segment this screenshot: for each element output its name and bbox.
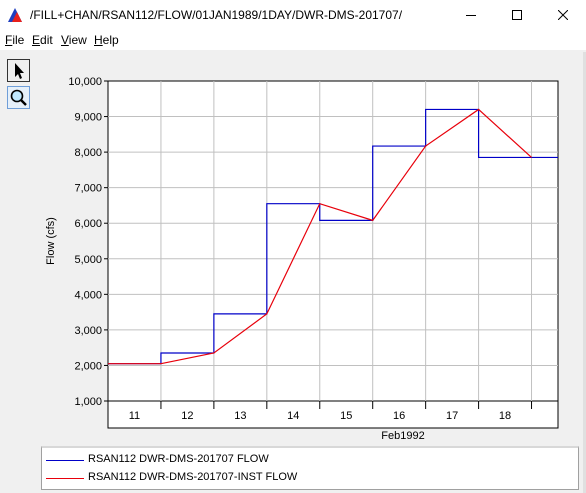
series-line-1 (108, 108, 532, 365)
x-tick-label: 14 (287, 410, 299, 422)
y-tick-label: 10,000 (68, 76, 102, 88)
legend-swatch-flow (46, 460, 84, 461)
y-tick-label: 5,000 (74, 254, 102, 266)
menu-view[interactable]: View (61, 33, 87, 47)
y-tick-label: 2,000 (74, 360, 102, 372)
minimize-icon (466, 15, 476, 16)
close-button[interactable] (540, 0, 586, 30)
x-tick-label: 17 (446, 410, 458, 422)
series-group (108, 108, 558, 365)
y-tick-label: 9,000 (74, 112, 102, 124)
x-tick-label: 11 (129, 410, 140, 422)
y-tick-label: 3,000 (74, 325, 102, 337)
x-tick-label: 18 (499, 410, 511, 422)
triangle-chart-icon (8, 8, 22, 22)
x-tick-label: 13 (234, 410, 246, 422)
y-tick-label: 1,000 (74, 396, 102, 408)
x-axis-label: Feb1992 (381, 430, 424, 442)
y-tick-label: 4,000 (74, 289, 102, 301)
menu-file-mnemonic: F (5, 33, 13, 47)
menu-view-mnemonic: V (61, 33, 69, 47)
menu-view-label: iew (68, 33, 87, 47)
maximize-icon (512, 10, 522, 20)
menu-edit-label: dit (40, 33, 53, 47)
menu-help-label: elp (102, 33, 119, 47)
title-bar: /FILL+CHAN/RSAN112/FLOW/01JAN1989/1DAY/D… (0, 0, 586, 30)
menu-bar: File Edit View Help (0, 30, 586, 50)
close-icon (558, 10, 568, 20)
menu-help[interactable]: Help (94, 33, 119, 47)
x-tick-label: 16 (393, 410, 405, 422)
window-title: /FILL+CHAN/RSAN112/FLOW/01JAN1989/1DAY/D… (30, 8, 403, 22)
menu-edit[interactable]: Edit (32, 33, 53, 47)
menu-edit-mnemonic: E (32, 33, 41, 47)
y-tick-label: 8,000 (74, 147, 102, 159)
pointer-tool-button[interactable] (7, 59, 30, 82)
plot-background (107, 80, 559, 402)
window-border (583, 52, 586, 493)
legend-label-inst-flow: RSAN112 DWR-DMS-201707-INST FLOW (88, 471, 298, 483)
y-tick-label: 7,000 (74, 183, 102, 195)
menu-file[interactable]: File (5, 33, 24, 47)
zoom-tool-button[interactable] (7, 86, 30, 109)
y-axis: 1,000 2,000 3,000 4,000 5,000 6,000 7,000 8,000… (68, 76, 108, 408)
y-tick-label: 6,000 (74, 218, 102, 230)
pointer-arrow-icon (15, 63, 24, 79)
x-tick-label: 15 (340, 410, 352, 422)
maximize-button[interactable] (494, 0, 540, 30)
series-line-0 (108, 108, 558, 365)
x-axis: 11 12 13 14 15 16 17 18 (129, 401, 533, 422)
x-tick-label: 12 (181, 410, 193, 422)
minimize-button[interactable] (448, 0, 494, 30)
y-axis-label: Flow (cfs) (45, 217, 57, 265)
menu-file-label: ile (12, 33, 25, 47)
legend: RSAN112 DWR-DMS-201707 FLOW RSAN112 DWR-… (41, 446, 579, 490)
x-axis-band (107, 400, 559, 429)
zoom-magnifier-icon (10, 89, 27, 106)
legend-label-flow: RSAN112 DWR-DMS-201707 FLOW (88, 453, 269, 465)
legend-swatch-inst-flow (46, 478, 84, 479)
menu-help-mnemonic: H (94, 33, 103, 47)
flow-plot[interactable]: 1,000 2,000 3,000 4,000 5,000 6,000 7,000 8,000… (0, 52, 586, 442)
